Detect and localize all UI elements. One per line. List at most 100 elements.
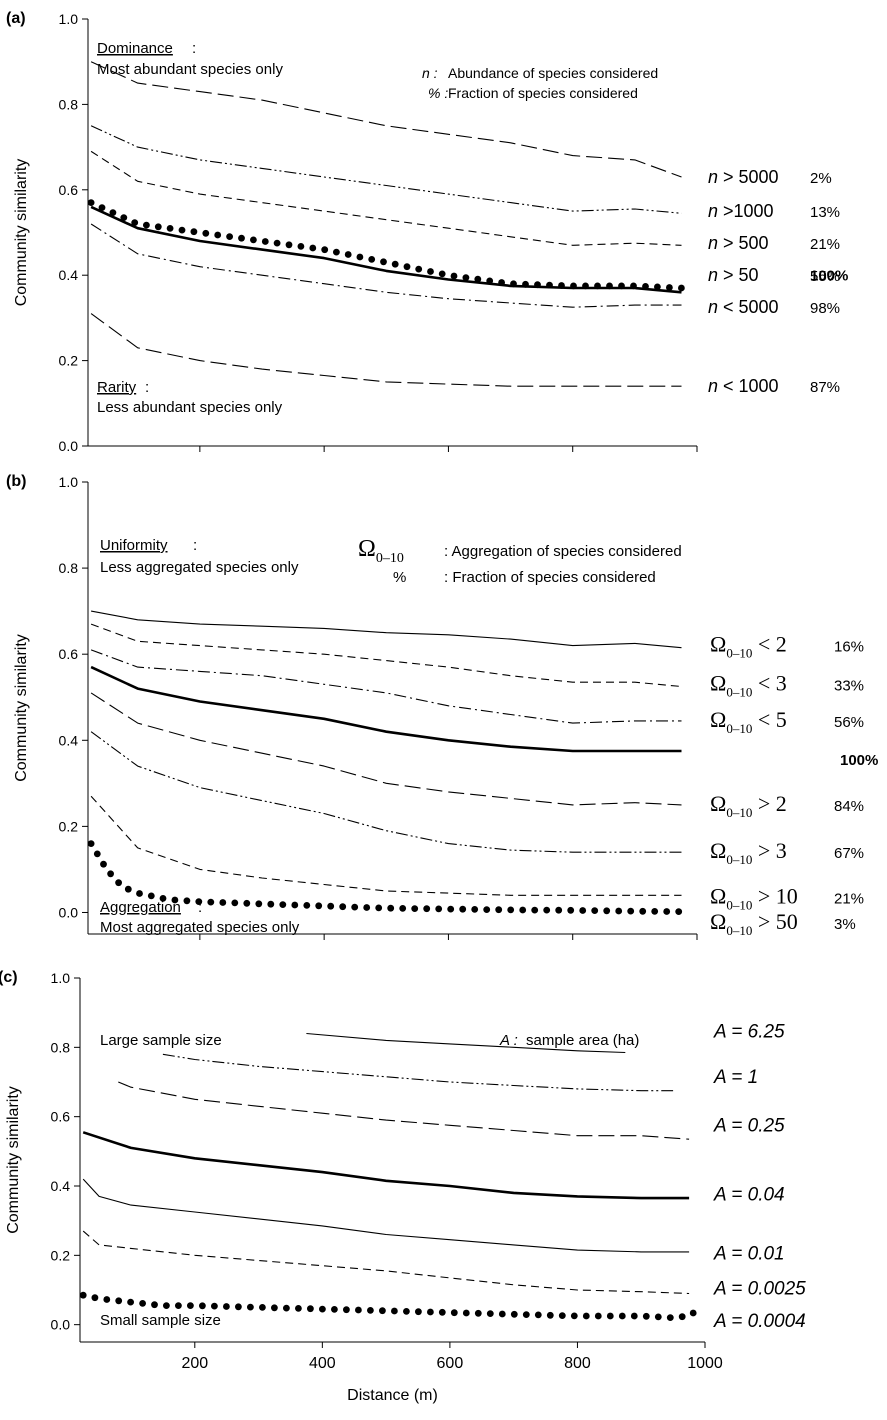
data-point — [391, 1307, 398, 1315]
series-Ω0–10 > 2: Ω0–10 > 2 84% — [90, 692, 864, 820]
data-point — [471, 906, 479, 913]
y-tick-label: 0.4 — [59, 267, 79, 283]
data-point — [618, 1312, 626, 1320]
legend-pct-text: : Fraction of species considered — [444, 569, 656, 586]
data-point — [190, 228, 198, 236]
data-point — [207, 898, 215, 906]
series-label: A = 0.0025 — [713, 1278, 806, 1299]
data-point — [666, 1314, 674, 1321]
data-point — [279, 901, 287, 908]
data-point — [642, 1312, 650, 1320]
data-point — [171, 896, 179, 904]
data-point — [333, 248, 340, 256]
data-point — [100, 860, 107, 868]
series-label: A = 0.0004 — [713, 1311, 806, 1332]
data-point — [79, 1291, 87, 1299]
y-tick-label: 0.2 — [51, 1247, 71, 1263]
series-label: n > 5000 — [708, 167, 779, 187]
data-point — [534, 281, 541, 289]
data-point — [507, 906, 515, 914]
legend-pct-symbol: % — [393, 569, 406, 586]
data-point — [131, 219, 139, 227]
series-label: Ω0–10 > 50 — [710, 909, 798, 938]
data-point — [435, 905, 443, 913]
x-tick-label: 800 — [564, 1355, 591, 1372]
data-point — [522, 280, 529, 288]
data-point — [558, 282, 565, 289]
data-point — [124, 885, 132, 893]
data-point — [223, 1303, 230, 1310]
data-point — [183, 897, 191, 905]
data-point — [423, 905, 431, 913]
data-point — [627, 907, 635, 915]
data-point — [510, 1310, 518, 1318]
series-fraction: 87% — [810, 379, 840, 396]
series-line — [90, 223, 682, 308]
data-point — [231, 899, 239, 907]
annotation-uniformity: Uniformity — [100, 537, 168, 554]
data-point — [630, 1312, 638, 1320]
series-line — [90, 150, 682, 246]
series-Ω0–10 < 3: Ω0–10 < 3 33% — [90, 623, 864, 699]
panel-label: (c) — [0, 969, 18, 986]
series-line — [90, 125, 682, 214]
data-point — [498, 279, 505, 286]
data-point — [403, 263, 411, 271]
data-point — [139, 1300, 147, 1307]
y-axis-label: Community similarity — [5, 1086, 22, 1234]
data-point — [238, 234, 245, 242]
data-point — [495, 906, 503, 914]
panel-label: (b) — [6, 473, 26, 490]
series-label: n < 5000 — [708, 297, 779, 317]
data-point — [603, 907, 611, 915]
data-point — [438, 270, 446, 278]
data-point — [261, 238, 269, 245]
data-point — [483, 906, 491, 913]
data-point — [355, 1306, 362, 1314]
series-fraction: 2% — [810, 170, 832, 187]
data-point — [642, 283, 649, 290]
data-point — [356, 253, 364, 261]
annotation-colon: : — [193, 537, 197, 554]
data-point — [450, 272, 458, 280]
series-label: Ω0–10 < 2 — [710, 632, 787, 661]
data-point — [450, 1309, 458, 1317]
series-Ω0–10 < 5: Ω0–10 < 5 56% — [90, 649, 864, 736]
data-point — [663, 908, 671, 915]
series-fraction: 100% — [840, 752, 878, 769]
data-point — [297, 243, 305, 250]
legend-a-symbol: A : — [499, 1032, 518, 1049]
data-point — [615, 907, 623, 915]
data-point — [243, 899, 251, 907]
data-point — [136, 890, 143, 897]
data-point — [519, 906, 527, 914]
data-point — [474, 275, 482, 283]
x-tick-label: 1000 — [687, 1355, 723, 1372]
data-point — [147, 892, 155, 900]
y-tick-label: 0.6 — [59, 646, 79, 662]
x-tick-label: 400 — [309, 1355, 336, 1372]
data-point — [618, 282, 625, 290]
data-point — [195, 898, 203, 905]
series-line — [90, 610, 682, 649]
data-point — [594, 1312, 602, 1320]
y-tick-label: 0.8 — [59, 560, 79, 576]
series-label: n > 50 — [708, 265, 759, 285]
series-label: A = 6.25 — [713, 1022, 785, 1043]
data-point — [427, 1308, 434, 1316]
data-point — [531, 906, 539, 914]
data-point — [415, 1308, 422, 1316]
data-point — [226, 233, 234, 241]
annotation-colon: : — [145, 379, 149, 396]
series-label: Ω0–10 < 5 — [710, 707, 787, 736]
data-point — [321, 246, 329, 254]
data-point — [247, 1303, 254, 1311]
series-n < 5000: n < 5000 98% — [90, 223, 840, 317]
data-point — [115, 879, 122, 887]
data-point — [273, 239, 281, 247]
y-tick-label: 0.4 — [51, 1178, 71, 1194]
data-point — [351, 903, 359, 911]
data-point — [675, 908, 683, 915]
y-tick-label: 0.0 — [59, 904, 79, 920]
data-point — [87, 840, 95, 847]
